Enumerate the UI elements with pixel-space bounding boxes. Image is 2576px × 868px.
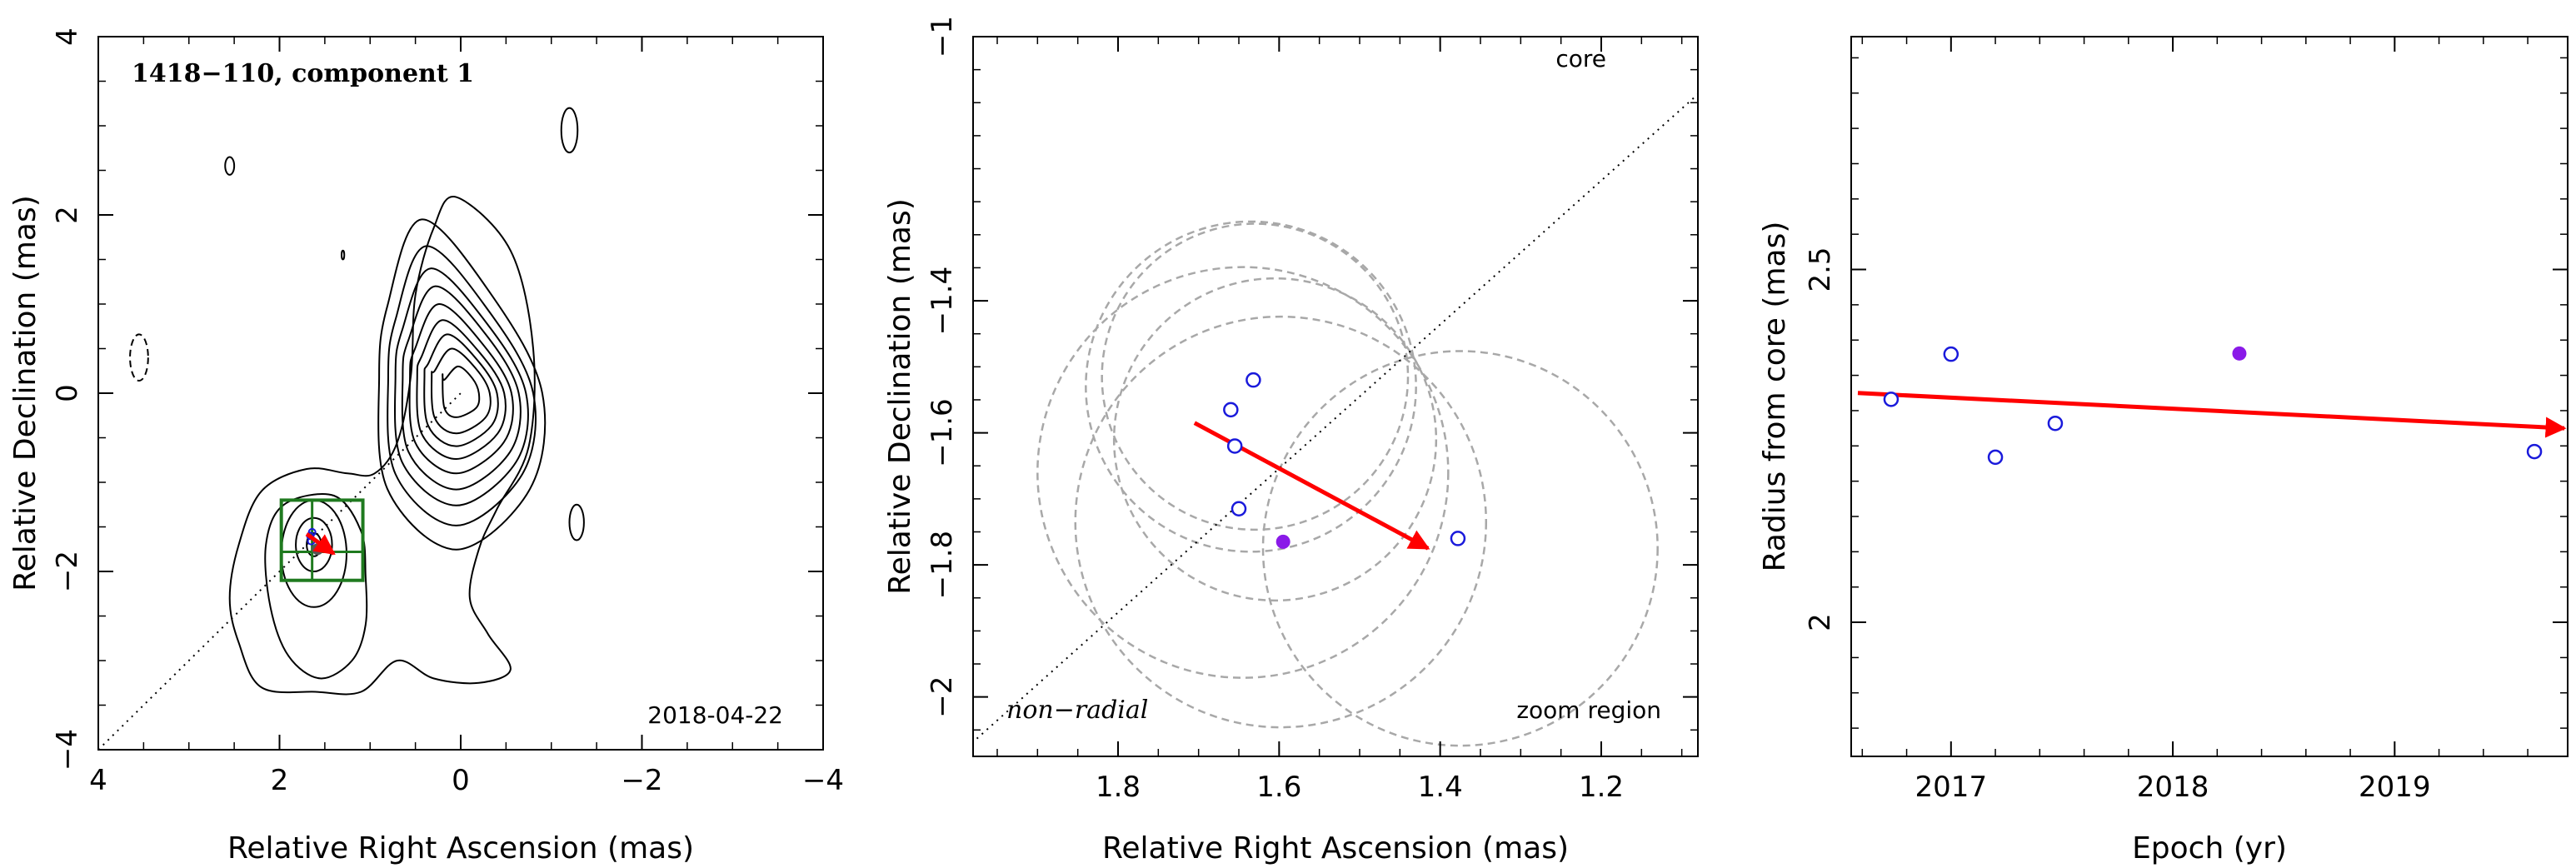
core-contour-7	[423, 333, 499, 447]
core-contour-6	[416, 319, 507, 461]
contour-overlays	[98, 392, 462, 750]
core-contour-4	[401, 285, 522, 491]
radial-direction-line	[973, 92, 1698, 744]
contour-map	[129, 107, 585, 696]
y-tick-label: −1.6	[926, 398, 959, 467]
core-contour-3	[393, 267, 529, 506]
y-tick-label: 0	[51, 384, 84, 402]
y-tick-label: −2	[926, 676, 959, 718]
zoom-panel: 1.8 1.6 1.4 1.2 −2 −1.8 −1.6 −1.4 −1 core non−ra…	[883, 16, 1699, 866]
x-tick-label: 1.6	[1256, 771, 1301, 804]
current-epoch-point	[1276, 534, 1290, 549]
zoom-plot-frame	[972, 36, 1699, 757]
radius-axis-ticks: 2017 2018 2019 2 2.5	[1804, 37, 2568, 804]
radius-x-axis-label: Epoch (yr)	[2132, 831, 2287, 866]
y-tick-label: −2	[51, 551, 84, 592]
x-tick-label: 1.8	[1096, 771, 1141, 804]
contour-x-axis-label: Relative Right Ascension (mas)	[227, 831, 694, 866]
radial-direction-line	[98, 392, 462, 750]
x-tick-label: 1.2	[1579, 771, 1624, 804]
epoch-position-point	[1226, 438, 1243, 454]
zoom-region-box	[279, 498, 365, 582]
uncertainty-circle	[1101, 222, 1410, 531]
radius-data-point	[2047, 415, 2064, 432]
radius-y-axis-label: Radius from core (mas)	[1758, 222, 1792, 572]
epoch-position-point	[1246, 372, 1261, 388]
epoch-date-label: 2018-04-22	[647, 701, 783, 729]
core-contour-9	[442, 365, 481, 418]
core-contour-5	[408, 302, 514, 475]
negative-contour	[129, 333, 149, 382]
contour-y-axis-label: Relative Declination (mas)	[8, 195, 42, 591]
epoch-position-point	[1450, 531, 1466, 546]
radius-panel: 2017 2018 2019 2 2.5 Epoch (yr) Radius from …	[1758, 36, 2569, 866]
radius-data-point	[1987, 449, 2004, 466]
epoch-position-point	[1231, 501, 1247, 517]
y-tick-label: −1	[926, 16, 959, 57]
zoom-region-label: zoom region	[1516, 696, 1661, 724]
x-tick-label: 0	[452, 764, 470, 797]
y-tick-label: −1.4	[926, 267, 959, 336]
zoom-plot-area	[973, 92, 1698, 747]
radius-plot-area	[1857, 346, 2567, 466]
island-contour-4	[568, 503, 585, 541]
x-tick-label: 2017	[1915, 771, 1988, 804]
radius-data-point	[1883, 392, 1900, 407]
zoom-axis-ticks: 1.8 1.6 1.4 1.2 −2 −1.8 −1.6 −1.4 −1	[926, 16, 1698, 804]
contour-title: 1418−110, component 1	[132, 59, 474, 88]
epoch-position-point	[1223, 402, 1239, 418]
x-tick-label: −4	[802, 764, 844, 797]
non-radial-label: non−radial	[1006, 696, 1148, 725]
motion-vector-arrow	[305, 532, 336, 556]
uncertainty-circle	[1074, 315, 1488, 729]
zoom-y-axis-label: Relative Declination (mas)	[883, 198, 917, 595]
x-tick-label: −2	[621, 764, 662, 797]
radius-trend-arrow	[1857, 391, 2567, 438]
uncertainty-circle	[1261, 350, 1659, 747]
core-contour-8	[431, 347, 492, 435]
radius-data-point	[1943, 346, 1959, 362]
uncertainty-circle	[1085, 220, 1417, 553]
contour-axis-ticks: 4 2 0 −2 −4 −4 −2 0 2 4	[51, 27, 844, 797]
y-tick-label: 2	[51, 206, 84, 224]
island-contour-1	[560, 107, 579, 154]
outer-contour	[228, 196, 536, 696]
x-tick-label: 2018	[2137, 771, 2209, 804]
radius-data-point	[2526, 443, 2543, 460]
y-tick-label: −4	[51, 729, 84, 771]
y-tick-label: 2	[1804, 613, 1837, 631]
contour-panel: 4 2 0 −2 −4 −4 −2 0 2 4 1418−110, component 1 201…	[8, 27, 844, 866]
y-tick-label: 2.5	[1804, 247, 1837, 292]
uncertainty-circle	[1112, 277, 1438, 602]
uncertainty-circle	[1036, 266, 1450, 679]
x-tick-label: 1.4	[1418, 771, 1463, 804]
island-contour-2	[224, 156, 236, 176]
x-tick-label: 2019	[2359, 771, 2431, 804]
y-tick-label: 4	[51, 27, 84, 46]
y-tick-label: −1.8	[926, 531, 959, 600]
zoom-x-axis-label: Relative Right Ascension (mas)	[1102, 831, 1569, 866]
knot-contour-2	[264, 493, 368, 680]
x-tick-label: 2	[271, 764, 289, 797]
core-contour-1	[377, 218, 547, 551]
x-tick-label: 4	[89, 764, 107, 797]
core-direction-label: core	[1555, 45, 1606, 72]
island-contour-3	[340, 249, 346, 261]
current-epoch-radius-point	[2232, 346, 2247, 361]
radius-plot-frame	[1850, 36, 2569, 757]
core-contour-2	[387, 245, 537, 526]
